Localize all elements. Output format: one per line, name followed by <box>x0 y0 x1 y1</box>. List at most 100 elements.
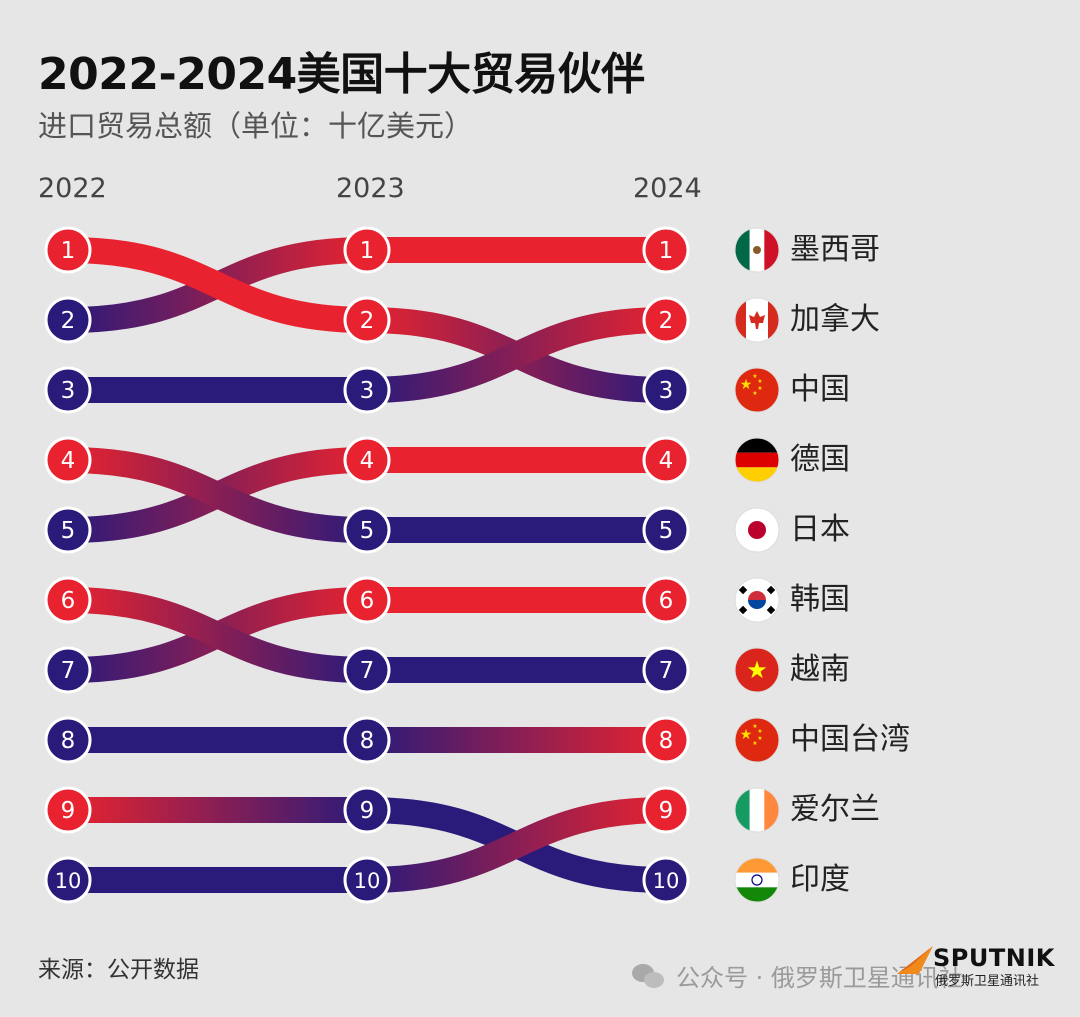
rank-number: 7 <box>360 658 375 684</box>
rank-node <box>343 786 391 834</box>
rank-node <box>343 646 391 694</box>
rank-node <box>642 856 690 904</box>
canada-flag-icon <box>734 297 780 343</box>
rank-number: 2 <box>61 308 76 334</box>
rank-node <box>44 576 92 624</box>
rank-number: 3 <box>360 378 375 404</box>
rank-number: 10 <box>55 869 82 893</box>
brand-name: SPUTNIK <box>933 944 1055 972</box>
rank-number: 7 <box>659 658 674 684</box>
country-label: 越南 <box>790 652 850 687</box>
rank-node <box>44 506 92 554</box>
rank-node <box>44 436 92 484</box>
rank-node <box>642 226 690 274</box>
svg-text:★: ★ <box>752 390 757 397</box>
rank-number: 8 <box>659 728 674 754</box>
india-flag-icon <box>734 857 780 903</box>
sputnik-logo: SPUTNIK 俄罗斯卫星通讯社 <box>895 942 1065 992</box>
country-label: 印度 <box>790 862 850 897</box>
rank-number: 5 <box>659 518 674 544</box>
rank-number: 1 <box>360 238 375 264</box>
rank-node <box>642 786 690 834</box>
ireland-flag-icon <box>734 787 780 833</box>
rank-number: 10 <box>354 869 381 893</box>
rank-line <box>55 587 380 683</box>
rank-node <box>44 786 92 834</box>
rank-number: 3 <box>61 378 76 404</box>
svg-text:★: ★ <box>757 385 762 392</box>
rank-node <box>343 366 391 414</box>
rank-lines <box>55 236 679 894</box>
rank-node <box>343 226 391 274</box>
south-korea-flag-icon <box>734 577 780 623</box>
country-label: 韩国 <box>790 582 850 617</box>
source-note: 来源：公开数据 <box>38 957 199 983</box>
rank-number: 5 <box>61 518 76 544</box>
country-label: 中国 <box>790 372 850 407</box>
svg-text:★: ★ <box>752 740 757 747</box>
country-label: 加拿大 <box>790 302 880 337</box>
germany-flag-icon <box>734 437 780 483</box>
rank-node <box>44 226 92 274</box>
rank-node <box>44 856 92 904</box>
rank-node <box>343 716 391 764</box>
country-label: 爱尔兰 <box>790 792 880 827</box>
rank-number: 1 <box>61 238 76 264</box>
country-label: 墨西哥 <box>790 232 880 267</box>
rank-number: 4 <box>659 448 674 474</box>
rank-number: 2 <box>360 308 375 334</box>
rank-node <box>44 646 92 694</box>
rank-number: 9 <box>360 798 375 824</box>
china-flag-icon: ★★★★★ <box>734 367 780 413</box>
rank-number: 5 <box>360 518 375 544</box>
svg-text:★: ★ <box>740 377 753 393</box>
rank-nodes: 2 1 1 1 2 3 3 3 2 5 4 4 4 5 5 7 6 6 6 7 7 8 8 8 9 9 10 10 10 9 <box>44 226 690 904</box>
rank-node <box>642 436 690 484</box>
rank-node <box>642 716 690 764</box>
rank-node <box>343 856 391 904</box>
rank-node <box>642 366 690 414</box>
mexico-flag-icon <box>734 227 780 273</box>
rank-number: 8 <box>360 728 375 754</box>
svg-text:★: ★ <box>740 727 753 743</box>
rank-node <box>642 506 690 554</box>
rank-number: 2 <box>659 308 674 334</box>
wechat-icon <box>632 962 666 990</box>
rank-line <box>55 237 380 333</box>
rank-line <box>354 797 679 893</box>
svg-text:★: ★ <box>757 378 762 385</box>
rank-number: 9 <box>61 798 76 824</box>
china-flag-icon: ★★★★★ <box>734 717 780 763</box>
rank-number: 6 <box>360 588 375 614</box>
rank-number: 9 <box>659 798 674 824</box>
country-label: 德国 <box>790 442 850 477</box>
brand-subtitle: 俄罗斯卫星通讯社 <box>935 974 1040 989</box>
rank-number: 4 <box>360 448 375 474</box>
rank-node <box>44 716 92 764</box>
rank-number: 1 <box>659 238 674 264</box>
rank-node <box>642 576 690 624</box>
rank-number: 4 <box>61 448 76 474</box>
rank-node <box>343 436 391 484</box>
rank-node <box>642 646 690 694</box>
rank-node <box>343 296 391 344</box>
rank-node <box>642 296 690 344</box>
year-label-2023: 2023 <box>336 173 405 204</box>
country-label: 中国台湾 <box>790 722 910 757</box>
rank-number: 6 <box>659 588 674 614</box>
rank-node <box>343 576 391 624</box>
page-title: 2022-2024美国十大贸易伙伴 <box>38 49 645 100</box>
svg-text:★: ★ <box>752 723 757 730</box>
rank-number: 8 <box>61 728 76 754</box>
flag-icons: ★★★★★★★★★★★ <box>734 227 780 903</box>
rank-number: 3 <box>659 378 674 404</box>
rank-node <box>44 366 92 414</box>
year-label-2024: 2024 <box>633 173 702 204</box>
rank-number: 7 <box>61 658 76 684</box>
japan-flag-icon <box>734 507 780 553</box>
sputnik-arrow-icon <box>897 946 933 974</box>
svg-text:★: ★ <box>757 728 762 735</box>
rank-line <box>354 307 679 403</box>
svg-text:★: ★ <box>757 735 762 742</box>
